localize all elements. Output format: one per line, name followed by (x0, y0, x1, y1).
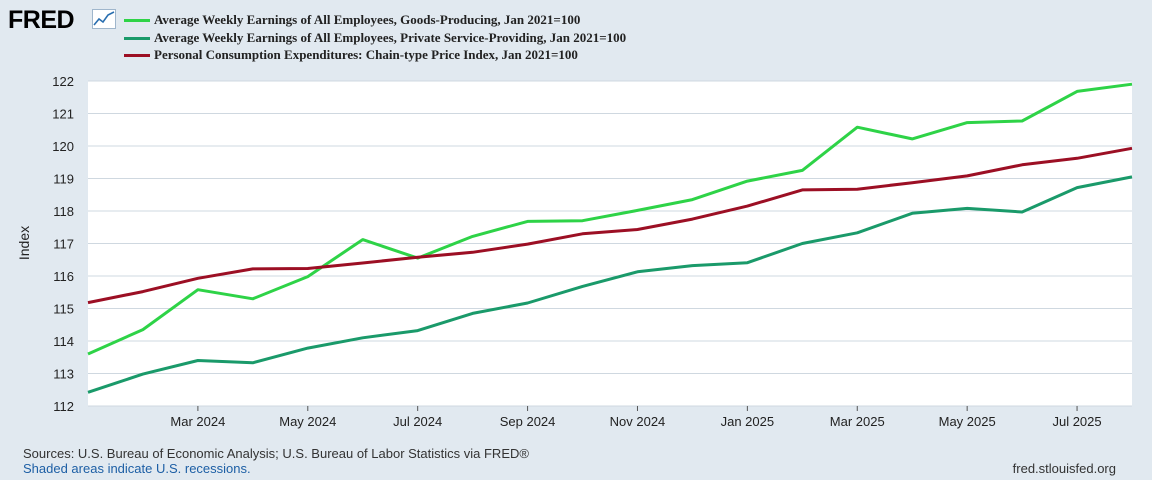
legend-swatch (124, 18, 150, 22)
gridlines (88, 80, 1132, 407)
series-lines (87, 82, 1133, 394)
y-tick-label: 112 (53, 399, 74, 414)
y-tick-label: 113 (53, 367, 74, 382)
series-line-2[interactable] (87, 146, 1133, 305)
legend-swatch (124, 53, 150, 57)
x-tick-label: Mar 2024 (170, 414, 225, 429)
y-axis: 112 113 114 115 116 117 118 119 120 121 122 (52, 74, 74, 414)
x-tick-label: Jul 2024 (393, 414, 442, 429)
legend-swatch (124, 36, 150, 40)
legend-label: Average Weekly Earnings of All Employees… (154, 30, 627, 45)
y-tick-label: 114 (53, 334, 74, 349)
recession-note[interactable]: Shaded areas indicate U.S. recessions. (23, 461, 251, 476)
y-tick-label: 120 (52, 139, 74, 154)
legend-item-service-providing[interactable]: Average Weekly Earnings of All Employees… (124, 30, 626, 46)
x-tick-label: Jan 2025 (721, 414, 775, 429)
legend-item-pce-price-index[interactable]: Personal Consumption Expenditures: Chain… (124, 47, 578, 63)
series-line-0[interactable] (87, 82, 1133, 356)
x-tick-label: Sep 2024 (500, 414, 556, 429)
y-tick-label: 116 (53, 269, 74, 284)
legend-label: Personal Consumption Expenditures: Chain… (154, 47, 578, 62)
fred-url[interactable]: fred.stlouisfed.org (1012, 461, 1116, 476)
y-tick-label: 122 (52, 74, 74, 89)
y-tick-label: 121 (52, 107, 74, 122)
y-axis-label: Index (16, 226, 32, 260)
x-tick-label: Jul 2025 (1052, 414, 1101, 429)
x-tick-label: Mar 2025 (830, 414, 885, 429)
x-tick-label: Nov 2024 (610, 414, 666, 429)
sources-note: Sources: U.S. Bureau of Economic Analysi… (23, 446, 529, 461)
y-tick-label: 118 (53, 204, 74, 219)
y-tick-label: 117 (53, 237, 74, 252)
series-line-1[interactable] (87, 175, 1133, 394)
legend-label: Average Weekly Earnings of All Employees… (154, 12, 581, 27)
y-tick-label: 115 (53, 302, 74, 317)
x-tick-label: May 2025 (939, 414, 996, 429)
legend-item-goods-producing[interactable]: Average Weekly Earnings of All Employees… (124, 12, 580, 28)
x-tick-label: May 2024 (279, 414, 336, 429)
y-tick-label: 119 (53, 172, 74, 187)
fred-logo[interactable]: FRED (8, 6, 75, 34)
fred-graph-icon (92, 9, 116, 29)
x-axis: Mar 2024 May 2024 Jul 2024 Sep 2024 Nov 2024… (170, 406, 1102, 429)
